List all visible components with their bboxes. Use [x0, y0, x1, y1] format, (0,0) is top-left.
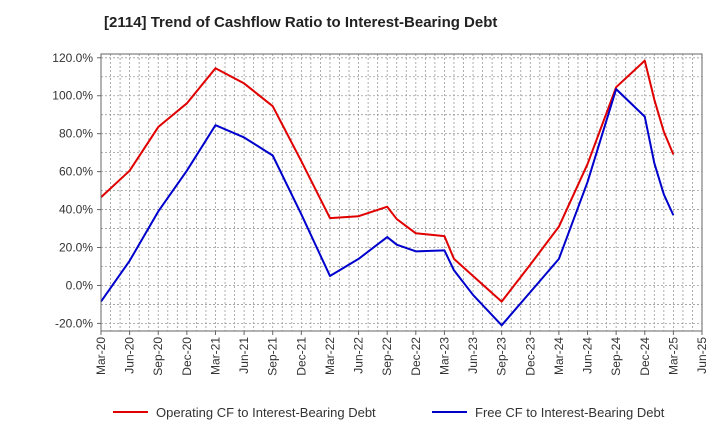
legend-layer: Operating CF to Interest-Bearing Debt Fre… — [113, 405, 665, 420]
y-tick-label: 40.0% — [59, 203, 93, 217]
grid-layer — [100, 54, 703, 331]
y-tick-label: -20.0% — [55, 316, 93, 330]
y-tick-label: 100.0% — [52, 89, 93, 103]
x-tick-label: Mar-24 — [552, 337, 566, 375]
x-tick-label: Jun-23 — [466, 337, 480, 374]
legend-label-2: Free CF to Interest-Bearing Debt — [475, 405, 665, 420]
plot-border — [100, 53, 703, 332]
x-tick-label: Dec-24 — [638, 337, 652, 376]
x-tick-label: Dec-21 — [294, 337, 308, 376]
x-tick-label: Jun-25 — [695, 337, 709, 374]
legend-label-1: Operating CF to Interest-Bearing Debt — [156, 405, 376, 420]
x-tick-label: Dec-20 — [180, 337, 194, 376]
x-tick-label: Sep-24 — [609, 337, 623, 376]
x-tick-label: Jun-24 — [581, 337, 595, 374]
axis-layer: 120.0% 100.0% 80.0% 60.0% 40.0% 20.0% 0.0% -20.… — [52, 51, 709, 376]
x-tick-label: Jun-20 — [123, 337, 137, 374]
x-tick-label: Dec-23 — [523, 337, 537, 376]
x-tick-label: Sep-21 — [266, 337, 280, 376]
y-tick-label: 60.0% — [59, 165, 93, 179]
series-line-1 — [100, 59, 675, 303]
y-tick-label: 80.0% — [59, 127, 93, 141]
chart-title: [2114] Trend of Cashflow Ratio to Intere… — [104, 14, 498, 31]
x-tick-label: Mar-22 — [323, 337, 337, 375]
x-tick-label: Jun-22 — [352, 337, 366, 374]
y-tick-label: 120.0% — [52, 51, 93, 65]
y-tick-label: 0.0% — [66, 278, 94, 292]
x-tick-label: Dec-22 — [409, 337, 423, 376]
x-tick-label: Mar-21 — [208, 337, 222, 375]
x-tick-label: Mar-20 — [94, 337, 108, 375]
x-tick-label: Mar-23 — [437, 337, 451, 375]
x-tick-label: Sep-22 — [380, 337, 394, 376]
series-layer — [100, 59, 675, 327]
series-line-2 — [100, 88, 675, 327]
y-tick-label: 20.0% — [59, 241, 93, 255]
x-tick-label: Jun-21 — [237, 337, 251, 374]
x-tick-label: Sep-20 — [151, 337, 165, 376]
x-tick-label: Mar-25 — [666, 337, 680, 375]
x-tick-label: Sep-23 — [495, 337, 509, 376]
